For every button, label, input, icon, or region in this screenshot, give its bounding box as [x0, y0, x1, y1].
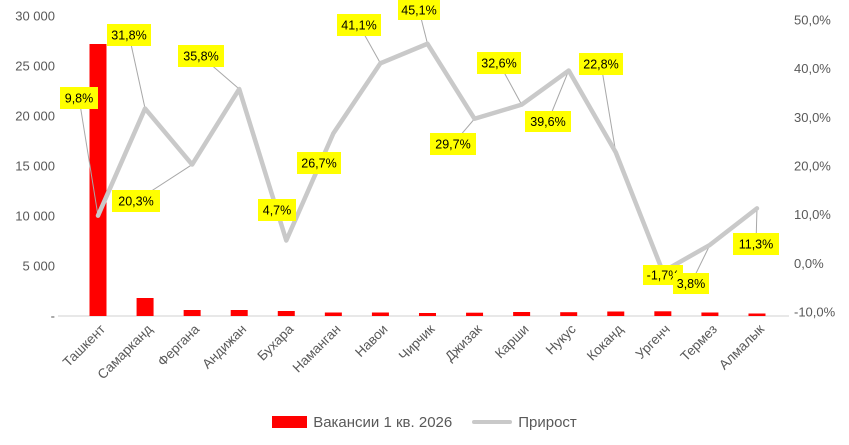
left-axis-tick-label: 10 000 — [15, 209, 55, 224]
vacancy-bar — [371, 312, 389, 316]
category-label: Джизак — [442, 321, 485, 364]
right-axis-tick-label: 30,0% — [794, 110, 831, 125]
growth-point-callout — [178, 45, 224, 67]
growth-point-callout — [733, 233, 779, 255]
growth-point-callout — [579, 53, 623, 75]
left-axis-tick-label: - — [51, 309, 55, 324]
growth-point-label: 31,8% — [111, 29, 146, 43]
growth-point-label: 22,8% — [583, 58, 618, 72]
category-label: Нукус — [543, 321, 579, 357]
vacancy-bar — [701, 312, 719, 316]
growth-point-callout — [258, 199, 296, 221]
vacancy-bar — [324, 312, 342, 316]
growth-line — [95, 41, 760, 274]
category-label: Термез — [677, 322, 720, 365]
vacancy-bar — [418, 313, 436, 316]
growth-point-label: -1,7% — [647, 269, 680, 283]
growth-point-label: 32,6% — [481, 57, 516, 71]
legend-bar-swatch — [272, 416, 308, 428]
vacancy-bar — [89, 44, 107, 316]
callout-leader-line — [78, 97, 99, 216]
left-axis-tick-label: 25 000 — [15, 59, 55, 74]
growth-point-callout — [673, 273, 709, 294]
category-label: Наманган — [290, 322, 344, 376]
growth-point-callout — [337, 14, 381, 36]
category-label: Ургенч — [633, 322, 673, 362]
vacancy-bar — [183, 310, 201, 316]
growth-point-label: 41,1% — [341, 19, 376, 33]
growth-point-label: 4,7% — [263, 204, 292, 218]
legend-item-vacancies: Вакансии 1 кв. 2026 — [272, 415, 452, 430]
growth-point-label: 39,6% — [530, 115, 565, 129]
growth-point-label: 26,7% — [301, 157, 336, 171]
vacancy-bar — [748, 313, 766, 316]
growth-point-callout — [477, 52, 521, 74]
growth-point-callout — [525, 111, 571, 132]
left-axis-tick-label: 5 000 — [22, 259, 55, 274]
category-label: Бухара — [254, 321, 296, 363]
category-label: Алмалык — [716, 321, 767, 372]
right-axis-tick-label: 50,0% — [794, 12, 831, 27]
legend-item-growth: Прирост — [472, 415, 577, 430]
growth-point-label: 3,8% — [677, 277, 706, 291]
vacancy-bar — [607, 311, 625, 316]
right-axis-tick-label: -10,0% — [794, 305, 836, 320]
category-label: Навои — [352, 322, 390, 360]
category-label: Карши — [492, 322, 532, 362]
growth-point-label: 11,3% — [739, 238, 774, 252]
growth-point-label: 9,8% — [65, 92, 94, 106]
vacancy-bar — [513, 312, 531, 316]
chart-legend: Вакансии 1 кв. 2026 Прирост — [0, 404, 849, 440]
growth-point-label: 29,7% — [435, 138, 470, 152]
legend-label-growth: Прирост — [518, 413, 577, 431]
right-axis-tick-label: 0,0% — [794, 256, 824, 271]
growth-point-label: 45,1% — [401, 4, 436, 18]
growth-point-callout — [60, 87, 98, 109]
category-label: Ташкент — [60, 322, 108, 370]
callout-leader-line — [600, 63, 617, 153]
right-axis-tick-label: 40,0% — [794, 61, 831, 76]
legend-label-vacancies: Вакансии 1 кв. 2026 — [313, 413, 453, 431]
category-label: Андижан — [199, 322, 249, 372]
vacancy-bar — [654, 311, 672, 316]
callout-leader-line — [128, 34, 146, 109]
vacancy-bar — [230, 310, 248, 316]
right-axis-tick-label: 20,0% — [794, 159, 831, 174]
growth-point-label: 35,8% — [183, 50, 218, 64]
left-axis-tick-label: 15 000 — [15, 159, 55, 174]
growth-point-callout — [297, 152, 341, 174]
growth-point-label: 20,3% — [118, 195, 153, 209]
growth-point-callout — [112, 190, 160, 212]
right-axis-tick-label: 10,0% — [794, 207, 831, 222]
left-axis-tick-label: 20 000 — [15, 109, 55, 124]
growth-point-callout — [398, 0, 440, 20]
vacancy-bar — [466, 312, 484, 316]
growth-point-callout — [430, 133, 476, 155]
vacancy-bar — [560, 312, 578, 316]
vacancy-bar — [277, 311, 295, 316]
vacancy-bar — [136, 298, 154, 316]
category-label: Чирчик — [396, 321, 438, 363]
growth-point-callout — [107, 24, 151, 46]
left-axis-tick-label: 30 000 — [15, 9, 55, 24]
category-label: Коканд — [584, 321, 626, 363]
legend-line-swatch — [472, 420, 513, 424]
category-label: Фергана — [155, 321, 203, 369]
